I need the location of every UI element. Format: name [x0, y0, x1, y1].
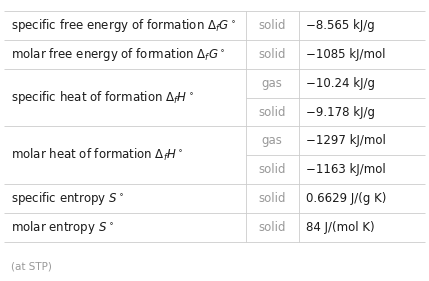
Text: specific free energy of formation $\Delta_f G^\circ$: specific free energy of formation $\Delt… [11, 17, 236, 34]
Text: −10.24 kJ/g: −10.24 kJ/g [306, 77, 375, 90]
Text: 0.6629 J/(g K): 0.6629 J/(g K) [306, 192, 387, 205]
Text: −9.178 kJ/g: −9.178 kJ/g [306, 106, 375, 119]
Text: molar heat of formation $\Delta_f H^\circ$: molar heat of formation $\Delta_f H^\cir… [11, 147, 183, 163]
Text: solid: solid [259, 221, 286, 234]
Text: −1085 kJ/mol: −1085 kJ/mol [306, 48, 386, 61]
Text: solid: solid [259, 163, 286, 176]
Text: 84 J/(mol K): 84 J/(mol K) [306, 221, 375, 234]
Text: solid: solid [259, 48, 286, 61]
Text: specific heat of formation $\Delta_f H^\circ$: specific heat of formation $\Delta_f H^\… [11, 89, 193, 106]
Text: −8.565 kJ/g: −8.565 kJ/g [306, 19, 375, 32]
Text: solid: solid [259, 106, 286, 119]
Text: gas: gas [262, 77, 283, 90]
Text: (at STP): (at STP) [11, 262, 51, 272]
Text: gas: gas [262, 134, 283, 147]
Text: solid: solid [259, 19, 286, 32]
Text: −1163 kJ/mol: −1163 kJ/mol [306, 163, 386, 176]
Text: molar entropy $S^\circ$: molar entropy $S^\circ$ [11, 219, 114, 236]
Text: −1297 kJ/mol: −1297 kJ/mol [306, 134, 386, 147]
Text: molar free energy of formation $\Delta_f G^\circ$: molar free energy of formation $\Delta_f… [11, 46, 225, 63]
Text: specific entropy $S^\circ$: specific entropy $S^\circ$ [11, 190, 124, 207]
Text: solid: solid [259, 192, 286, 205]
